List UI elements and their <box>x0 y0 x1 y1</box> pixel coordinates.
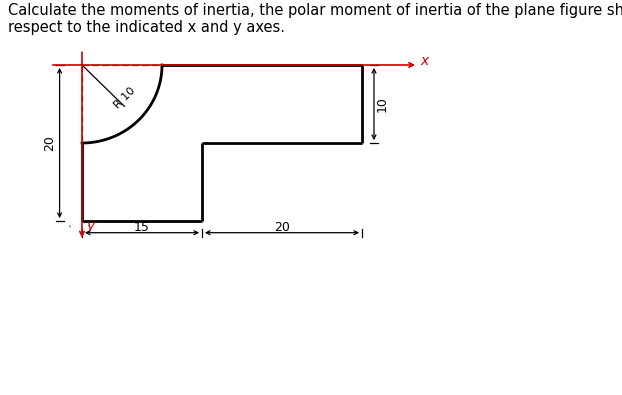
Text: ': ' <box>87 223 93 233</box>
Text: y: y <box>86 219 95 233</box>
Text: 20: 20 <box>44 135 57 151</box>
Text: R 10: R 10 <box>113 85 137 110</box>
Text: ': ' <box>68 223 75 233</box>
Text: Calculate the moments of inertia, the polar moment of inertia of the plane figur: Calculate the moments of inertia, the po… <box>8 3 622 36</box>
Text: 20: 20 <box>274 221 290 234</box>
Text: 15: 15 <box>134 221 150 234</box>
Text: x: x <box>420 54 429 68</box>
Text: 10: 10 <box>376 96 389 112</box>
